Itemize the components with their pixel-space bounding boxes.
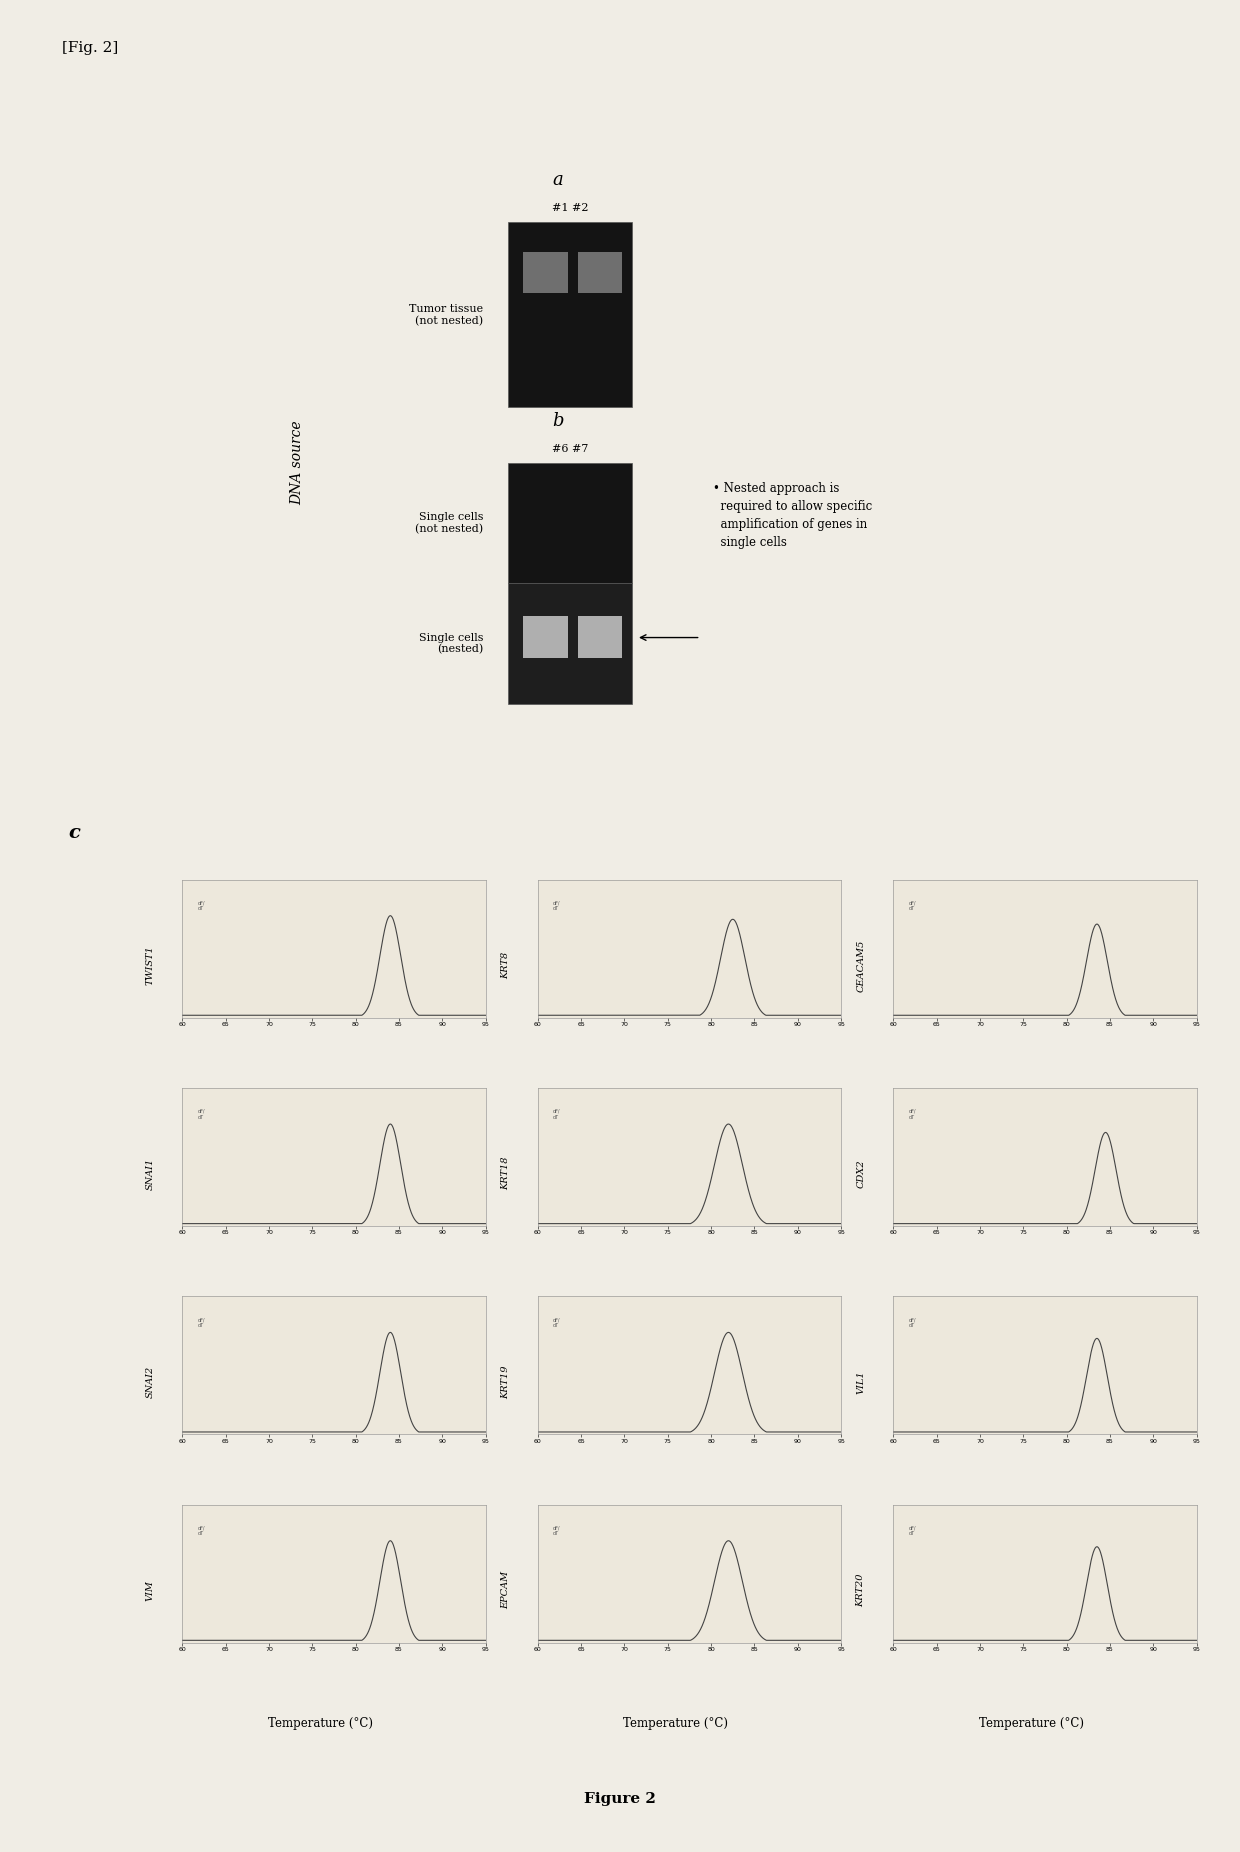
Text: dF/
dT: dF/ dT bbox=[909, 1109, 916, 1120]
Bar bbox=[578, 617, 622, 657]
Text: DNA source: DNA source bbox=[290, 420, 305, 506]
Text: Temperature (°C): Temperature (°C) bbox=[978, 1717, 1084, 1730]
Text: EPCAM: EPCAM bbox=[501, 1570, 510, 1609]
Bar bbox=[508, 222, 632, 407]
Text: SNAI1: SNAI1 bbox=[145, 1158, 155, 1189]
Text: Temperature (°C): Temperature (°C) bbox=[268, 1717, 373, 1730]
Text: Figure 2: Figure 2 bbox=[584, 1791, 656, 1806]
Text: Single cells
(not nested): Single cells (not nested) bbox=[415, 513, 484, 533]
Text: VIM: VIM bbox=[145, 1580, 155, 1600]
Text: TWIST1: TWIST1 bbox=[145, 946, 155, 985]
Text: dF/
dT: dF/ dT bbox=[909, 1317, 916, 1328]
Text: #1 #2: #1 #2 bbox=[552, 204, 589, 213]
Text: • Nested approach is
  required to allow specific
  amplification of genes in
  : • Nested approach is required to allow s… bbox=[713, 482, 872, 548]
Text: a: a bbox=[553, 170, 563, 189]
Text: dF/
dT: dF/ dT bbox=[553, 1526, 560, 1537]
Text: [Fig. 2]: [Fig. 2] bbox=[62, 41, 118, 56]
Text: b: b bbox=[552, 411, 564, 430]
Text: dF/
dT: dF/ dT bbox=[197, 1317, 205, 1328]
Text: VIL1: VIL1 bbox=[857, 1370, 866, 1395]
Text: #6 #7: #6 #7 bbox=[552, 444, 589, 454]
Text: dF/
dT: dF/ dT bbox=[553, 1109, 560, 1120]
Text: Single cells
(nested): Single cells (nested) bbox=[419, 633, 484, 654]
Text: dF/
dT: dF/ dT bbox=[197, 1109, 205, 1120]
Bar bbox=[578, 252, 622, 293]
Text: SNAI2: SNAI2 bbox=[145, 1367, 155, 1398]
Text: dF/
dT: dF/ dT bbox=[909, 900, 916, 911]
Bar bbox=[508, 463, 632, 583]
Text: dF/
dT: dF/ dT bbox=[553, 900, 560, 911]
Text: dF/
dT: dF/ dT bbox=[197, 1526, 205, 1537]
Text: KRT18: KRT18 bbox=[501, 1158, 510, 1191]
Bar bbox=[523, 252, 568, 293]
Text: KRT20: KRT20 bbox=[857, 1574, 866, 1608]
Text: dF/
dT: dF/ dT bbox=[553, 1317, 560, 1328]
Bar bbox=[523, 617, 568, 657]
Text: Temperature (°C): Temperature (°C) bbox=[624, 1717, 728, 1730]
Bar bbox=[508, 583, 632, 704]
Text: c: c bbox=[68, 824, 81, 843]
Text: dF/
dT: dF/ dT bbox=[197, 900, 205, 911]
Text: CDX2: CDX2 bbox=[857, 1159, 866, 1187]
Text: dF/
dT: dF/ dT bbox=[909, 1526, 916, 1537]
Text: CEACAM5: CEACAM5 bbox=[857, 939, 866, 991]
Text: KRT8: KRT8 bbox=[501, 952, 510, 980]
Text: Tumor tissue
(not nested): Tumor tissue (not nested) bbox=[409, 304, 484, 326]
Text: KRT19: KRT19 bbox=[501, 1365, 510, 1398]
